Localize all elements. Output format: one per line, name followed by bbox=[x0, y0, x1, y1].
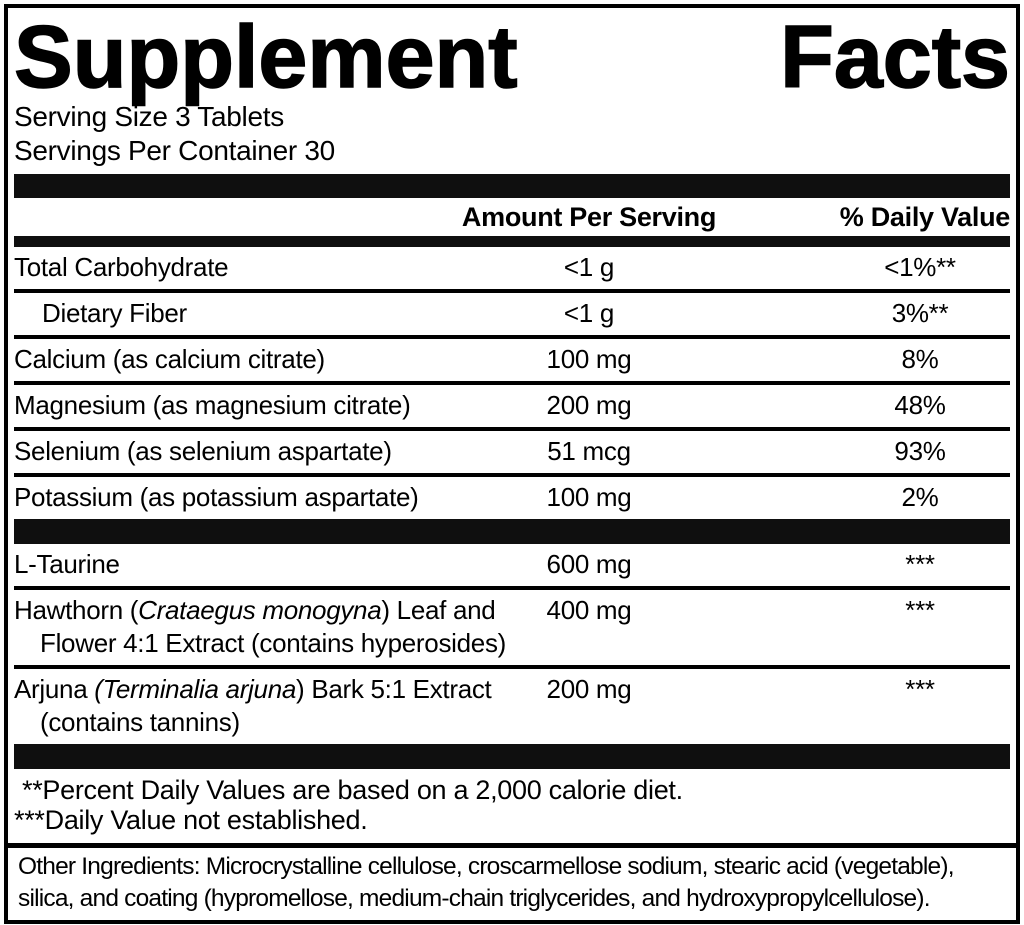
ingredient-name-line: Calcium (as calcium citrate) bbox=[14, 344, 325, 374]
ingredient-amount: <1 g bbox=[563, 298, 615, 328]
ingredient-amount: <1 g bbox=[563, 252, 615, 282]
ingredient-amount: 400 mg bbox=[546, 595, 632, 625]
ingredient-amount: 600 mg bbox=[546, 549, 632, 579]
ingredient-name-line: Dietary Fiber bbox=[42, 298, 187, 328]
table-row: Selenium (as selenium aspartate) 51 mcg … bbox=[14, 427, 1010, 473]
supplement-facts-panel: Supplement Facts Serving Size 3 Tablets … bbox=[4, 4, 1020, 847]
table-row: Dietary Fiber <1 g 3%** bbox=[14, 289, 1010, 335]
ingredient-name: Total Carbohydrate bbox=[14, 251, 469, 284]
table-row: Arjuna (Terminalia arjuna) Bark 5:1 Extr… bbox=[14, 665, 1010, 744]
ingredient-amount: 100 mg bbox=[546, 482, 632, 512]
table-row: Total Carbohydrate <1 g <1%** bbox=[14, 247, 1010, 289]
divider-bar-medium bbox=[14, 236, 1010, 247]
ingredient-name-line: Total Carbohydrate bbox=[14, 252, 229, 282]
ingredient-name: L-Taurine bbox=[14, 548, 469, 581]
table-row: Potassium (as potassium aspartate) 100 m… bbox=[14, 473, 1010, 519]
servings-per-container-text: Servings Per Container 30 bbox=[14, 135, 335, 166]
ingredient-daily-value: 2% bbox=[901, 482, 939, 512]
table-row: Calcium (as calcium citrate) 100 mg 8% bbox=[14, 335, 1010, 381]
daily-value-header: % Daily Value bbox=[839, 201, 1011, 232]
table-row: L-Taurine 600 mg *** bbox=[14, 544, 1010, 586]
nutrients-section: Total Carbohydrate <1 g <1%** Dietary Fi… bbox=[14, 247, 1010, 519]
ingredient-name-line: Magnesium (as magnesium citrate) bbox=[14, 390, 411, 420]
ingredient-name-line: Hawthorn (Crataegus monogyna) Leaf and bbox=[14, 595, 496, 625]
ingredient-name-line: Selenium (as selenium aspartate) bbox=[14, 436, 392, 466]
table-row: Magnesium (as magnesium citrate) 200 mg … bbox=[14, 381, 1010, 427]
ingredient-amount: 51 mcg bbox=[547, 436, 631, 466]
other-ingredients-line-2: silica, and coating (hypromellose, mediu… bbox=[18, 885, 931, 912]
divider-bar-thick-middle bbox=[14, 519, 1010, 544]
serving-size-text: Serving Size 3 Tablets bbox=[14, 101, 284, 132]
ingredient-amount: 200 mg bbox=[546, 674, 632, 704]
title-word-supplement: Supplement bbox=[13, 7, 518, 106]
ingredient-amount: 100 mg bbox=[546, 344, 632, 374]
ingredient-daily-value: 3%** bbox=[891, 298, 949, 328]
other-ingredients-line-1: Other Ingredients: Microcrystalline cell… bbox=[18, 853, 955, 880]
panel-title: Supplement Facts bbox=[13, 7, 1010, 106]
ingredient-name: Arjuna (Terminalia arjuna) Bark 5:1 Extr… bbox=[14, 673, 492, 739]
ingredient-daily-value: *** bbox=[905, 595, 935, 625]
title-word-facts: Facts bbox=[779, 7, 1010, 106]
table-header-row: Amount Per Serving % Daily Value bbox=[14, 198, 1010, 236]
botanicals-section: L-Taurine 600 mg *** Hawthorn (Crataegus… bbox=[14, 544, 1010, 744]
amount-per-serving-header: Amount Per Serving bbox=[461, 201, 717, 232]
ingredient-daily-value: *** bbox=[905, 674, 935, 704]
ingredient-daily-value: 48% bbox=[894, 390, 946, 420]
table-row: Hawthorn (Crataegus monogyna) Leaf and Fl… bbox=[14, 586, 1010, 665]
ingredient-daily-value: <1%** bbox=[884, 252, 956, 282]
other-ingredients-panel: Other Ingredients: Microcrystalline cell… bbox=[4, 844, 1020, 924]
ingredient-name-line: Potassium (as potassium aspartate) bbox=[14, 482, 419, 512]
ingredient-daily-value: *** bbox=[905, 549, 935, 579]
ingredient-daily-value: 93% bbox=[894, 436, 946, 466]
ingredient-name: Dietary Fiber bbox=[14, 297, 469, 330]
ingredient-name-line: (contains tannins) bbox=[40, 707, 240, 737]
ingredient-name: Potassium (as potassium aspartate) bbox=[14, 481, 469, 514]
footnotes: **Percent Daily Values are based on a 2,… bbox=[14, 769, 1010, 843]
footnote-daily-values: **Percent Daily Values are based on a 2,… bbox=[22, 775, 683, 805]
divider-bar-thick-bottom bbox=[14, 744, 1010, 769]
ingredient-name: Calcium (as calcium citrate) bbox=[14, 343, 469, 376]
ingredient-daily-value: 8% bbox=[901, 344, 939, 374]
divider-bar-thick-top bbox=[14, 174, 1010, 198]
ingredient-name-line: L-Taurine bbox=[14, 549, 120, 579]
ingredient-amount: 200 mg bbox=[546, 390, 632, 420]
ingredient-name: Hawthorn (Crataegus monogyna) Leaf and Fl… bbox=[14, 594, 507, 660]
ingredient-name-line: Arjuna (Terminalia arjuna) Bark 5:1 Extr… bbox=[14, 674, 492, 704]
ingredient-name: Magnesium (as magnesium citrate) bbox=[14, 389, 469, 422]
ingredient-name: Selenium (as selenium aspartate) bbox=[14, 435, 469, 468]
ingredient-name-line: Flower 4:1 Extract (contains hyperosides… bbox=[40, 628, 507, 658]
footnote-not-established: ***Daily Value not established. bbox=[14, 805, 368, 835]
